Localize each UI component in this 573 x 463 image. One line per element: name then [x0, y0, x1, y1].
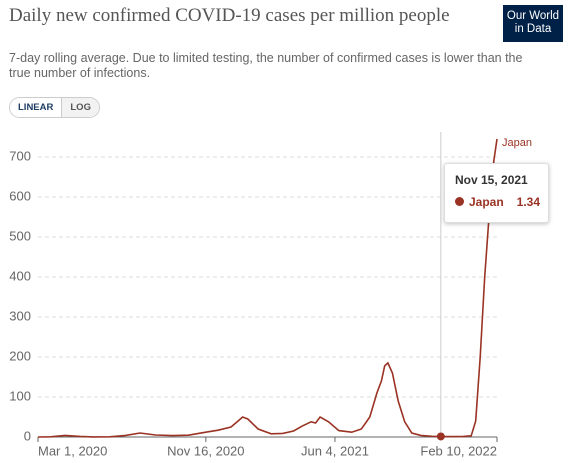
x-tick-label: Jun 4, 2021 — [301, 443, 369, 458]
x-tick-label: Nov 16, 2020 — [167, 443, 244, 458]
logo-line: Our World — [506, 10, 560, 22]
y-tick-label: 500 — [9, 228, 31, 243]
y-tick-label: 700 — [9, 148, 31, 163]
y-tick-label: 0 — [24, 428, 31, 443]
series-label: Japan — [502, 137, 532, 149]
tooltip-value: 1.34 — [516, 195, 540, 209]
y-tick-label: 200 — [9, 348, 31, 363]
log-button[interactable]: LOG — [62, 98, 99, 117]
tooltip-series: Japan — [469, 195, 504, 209]
y-tick-label: 600 — [9, 188, 31, 203]
y-tick-label: 400 — [9, 268, 31, 283]
y-tick-label: 100 — [9, 388, 31, 403]
tooltip-date: Nov 15, 2021 — [455, 173, 528, 187]
scale-toggle: LINEAR LOG — [9, 97, 100, 118]
x-tick-label: Feb 10, 2022 — [420, 443, 497, 458]
tooltip: Nov 15, 2021 Japan 1.34 — [444, 163, 549, 223]
x-tick-label: Mar 1, 2020 — [38, 443, 107, 458]
logo-line: in Data — [514, 23, 552, 35]
hover-dot — [436, 432, 445, 441]
chart-title: Daily new confirmed COVID-19 cases per m… — [9, 5, 450, 26]
data-line — [37, 138, 498, 438]
linear-button[interactable]: LINEAR — [10, 98, 63, 117]
y-tick-label: 300 — [9, 308, 31, 323]
tooltip-swatch — [455, 197, 464, 206]
chart-subtitle: 7-day rolling average. Due to limited te… — [9, 51, 523, 80]
logo[interactable]: Our World in Data — [503, 5, 563, 42]
